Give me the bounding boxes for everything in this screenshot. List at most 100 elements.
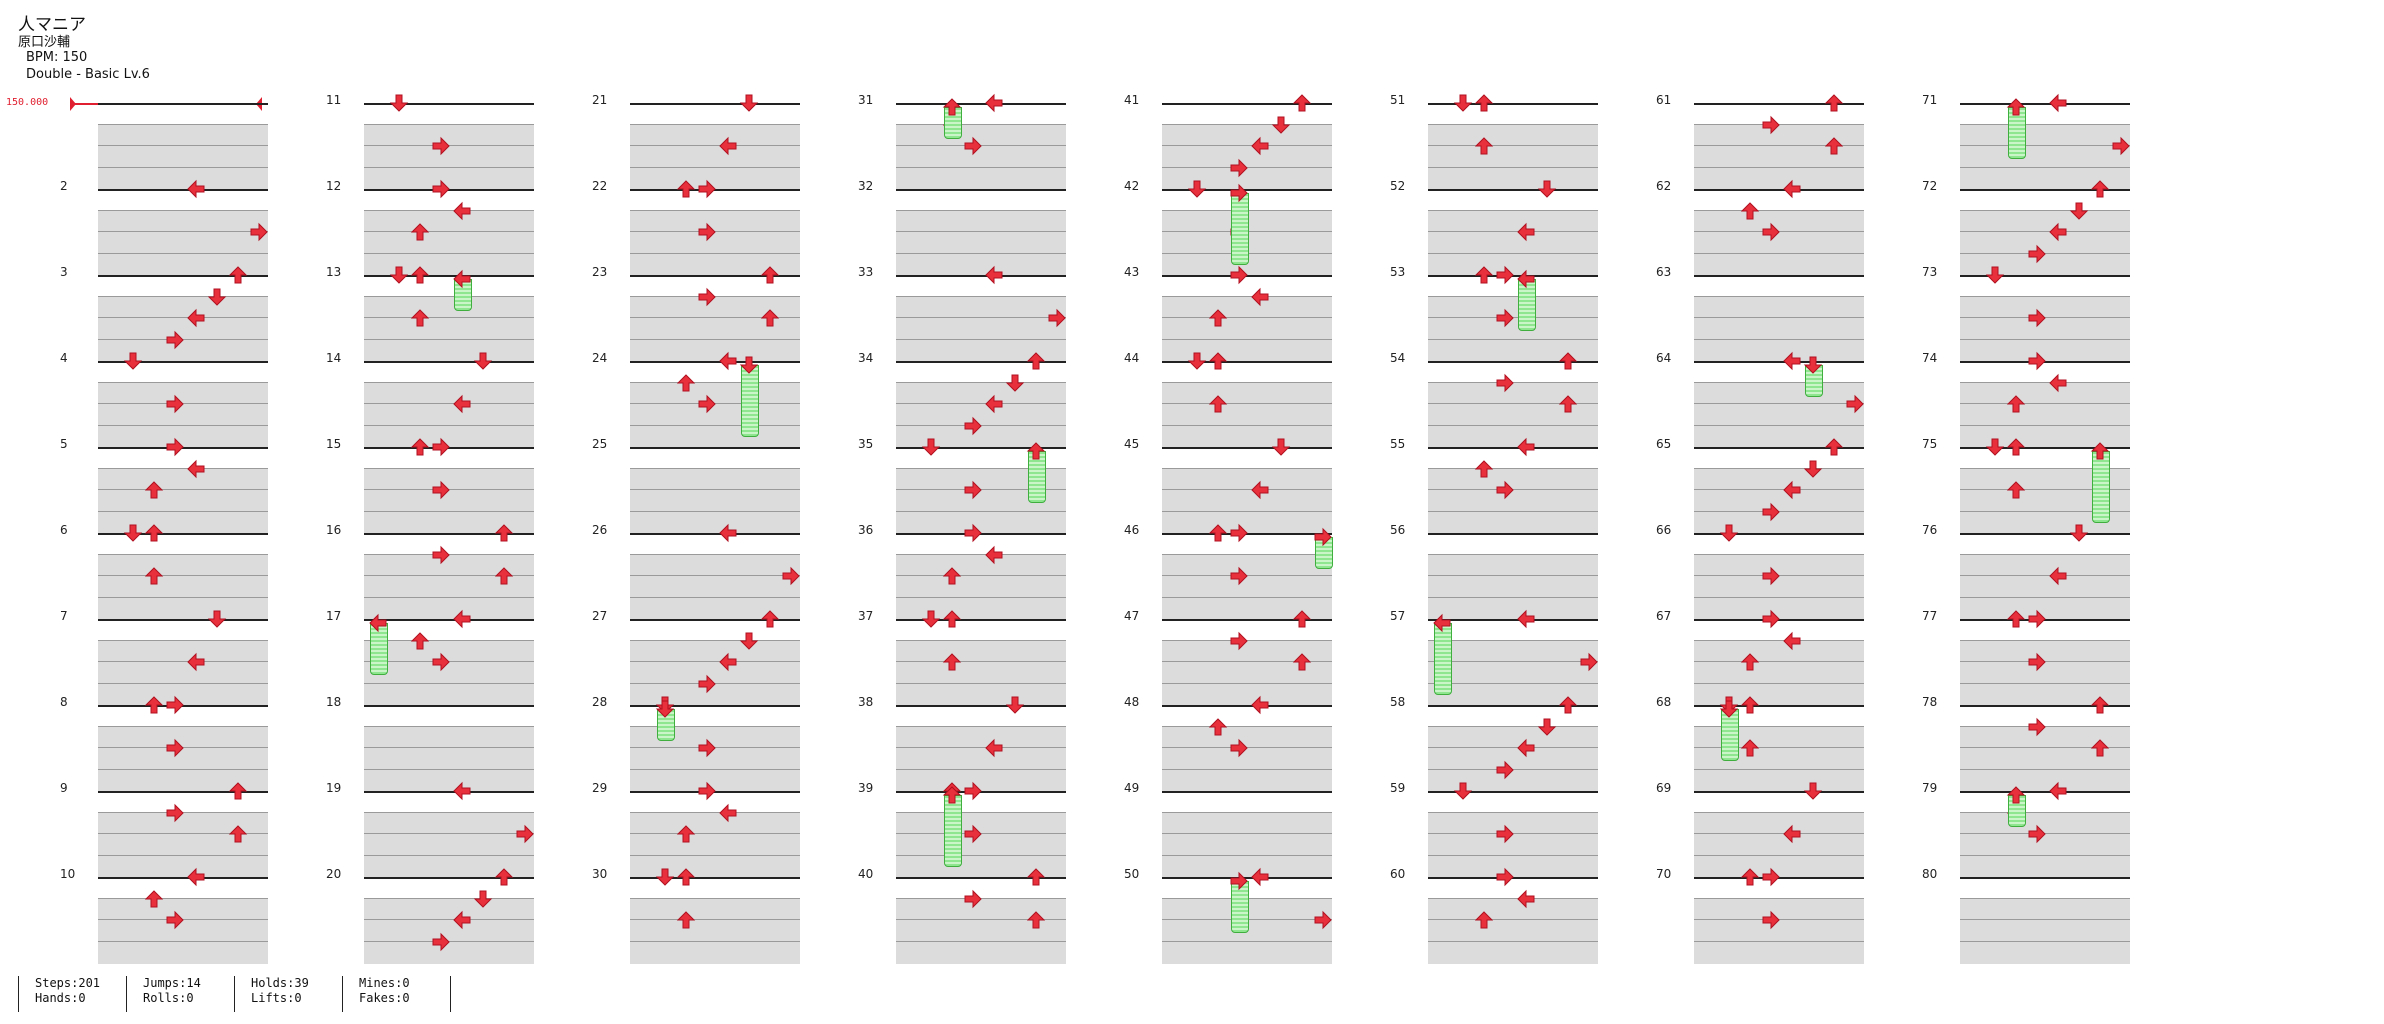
beat-stripe [1428,338,1598,362]
measure-line [1428,189,1598,191]
arrow-right-icon [1761,502,1781,522]
measure-line [896,791,1066,793]
beat-stripe [1960,381,2130,405]
measure-line [364,877,534,879]
arrow-up-icon [2090,179,2110,199]
measure-number: 19 [326,781,342,795]
stat-fakes: Fakes:0 [359,991,410,1005]
measure-line [98,103,268,105]
arrow-up-icon [2090,441,2110,461]
arrow-up-icon [760,265,780,285]
measure-number: 65 [1656,437,1672,451]
beat-stripe [896,295,1066,319]
stat-lifts: Lifts:0 [251,991,302,1005]
measure-number: 73 [1922,265,1938,279]
arrow-up-icon [2006,97,2026,117]
beat-stripe [896,381,1066,405]
arrow-right-icon [697,781,717,801]
arrow-down-icon [1453,93,1473,113]
beat-stripe [896,639,1066,663]
arrow-right-icon [165,394,185,414]
beat-stripe [364,596,534,620]
beat-stripe [1960,166,2130,190]
beat-stripe [98,596,268,620]
measure-line [98,619,268,621]
beat-stripe [1694,833,1864,856]
measure-line [364,361,534,363]
beat-stripe [1960,209,2130,233]
measure-number: 78 [1922,695,1938,709]
arrow-down-icon [2069,201,2089,221]
beat-stripe [98,553,268,577]
beat-stripe [1694,381,1864,405]
beat-stripe [1428,424,1598,448]
arrow-right-icon [963,416,983,436]
beat-stripe [98,940,268,964]
arrow-up-icon [1208,523,1228,543]
measure-number: 32 [858,179,874,193]
arrow-right-icon [165,330,185,350]
measure-number: 76 [1922,523,1938,537]
arrow-left-icon [1250,695,1270,715]
beat-stripe [896,231,1066,254]
beat-stripe [364,317,534,340]
measure-line [1428,103,1598,105]
arrow-right-icon [1495,760,1515,780]
arrow-up-icon [942,652,962,672]
arrow-right-icon [1761,566,1781,586]
arrow-right-icon [963,136,983,156]
beat-stripe [1162,661,1332,684]
arrow-right-icon [697,738,717,758]
measure-number: 46 [1124,523,1140,537]
beat-stripe [1960,295,2130,319]
beat-stripe [364,940,534,964]
arrow-right-icon [2027,824,2047,844]
arrow-up-icon [410,308,430,328]
beat-stripe [630,338,800,362]
beat-stripe [1960,768,2130,792]
arrow-down-icon [655,699,675,719]
beat-stripe [98,252,268,276]
measure-line [364,533,534,535]
beat-stripe [1428,231,1598,254]
beat-stripe [1162,553,1332,577]
measure-line [1694,705,1864,707]
beat-stripe [1960,747,2130,770]
measure-line [1960,877,2130,879]
beat-stripe [1162,403,1332,426]
measure-number: 33 [858,265,874,279]
beat-stripe [630,467,800,491]
measure-number: 3 [60,265,68,279]
arrow-left-icon [718,652,738,672]
beat-stripe [1162,639,1332,663]
arrow-left-icon [186,179,206,199]
measure-line [896,275,1066,277]
arrow-right-icon [1495,824,1515,844]
measure-number: 52 [1390,179,1406,193]
arrow-up-icon [144,889,164,909]
arrow-right-icon [1229,738,1249,758]
beat-stripe [1960,424,2130,448]
stats-end-divider [450,976,451,1012]
beat-stripe [1694,338,1864,362]
beat-stripe [1960,403,2130,426]
measure-line [364,189,534,191]
beat-stripe [1960,897,2130,921]
arrow-up-icon [1208,394,1228,414]
measure-line [1428,361,1598,363]
beat-stripe [1694,510,1864,534]
beat-stripe [1960,510,2130,534]
beat-stripe [630,575,800,598]
measure-number: 22 [592,179,608,193]
arrow-down-icon [389,265,409,285]
arrow-left-icon [984,545,1004,565]
beat-stripe [98,811,268,835]
beat-stripe [364,166,534,190]
arrow-up-icon [676,824,696,844]
bpm-change-start-marker [70,97,76,111]
beat-stripe [364,553,534,577]
arrow-up-icon [676,910,696,930]
beat-stripe [896,510,1066,534]
arrow-down-icon [1537,179,1557,199]
arrow-up-icon [1292,609,1312,629]
